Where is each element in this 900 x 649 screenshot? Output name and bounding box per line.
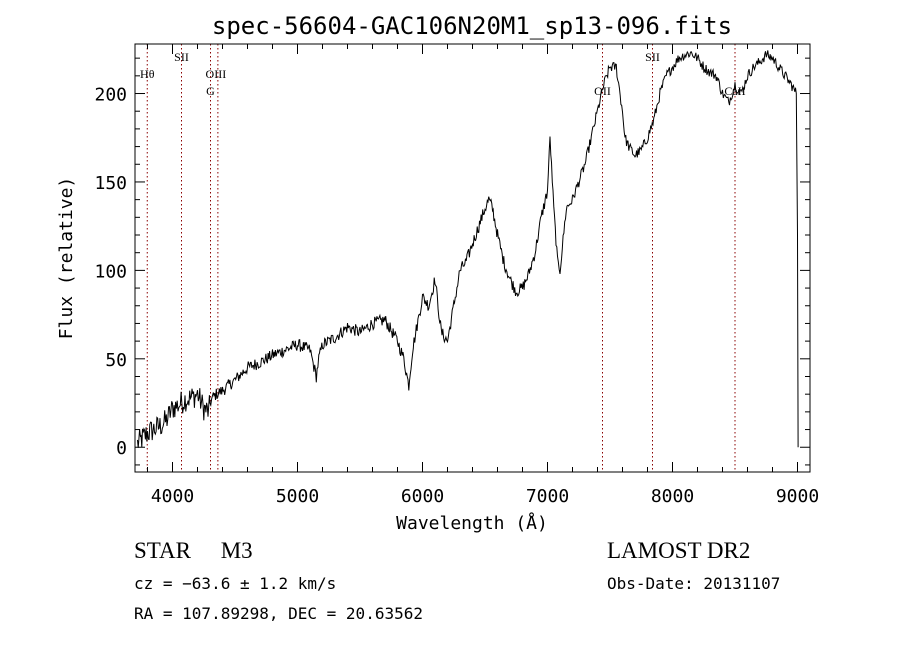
spectral-line-label-0: Hθ xyxy=(140,67,155,81)
plot-frame xyxy=(134,43,811,473)
spectral-line-label-3: G xyxy=(206,84,215,98)
x-tick-label-1: 5000 xyxy=(276,486,319,507)
y-tick-label-1: 50 xyxy=(105,350,127,371)
spectral-line-label-5: SII xyxy=(645,50,660,64)
redshift-velocity: cz = −63.6 ± 1.2 km/s xyxy=(134,574,337,593)
x-tick-label-3: 7000 xyxy=(526,486,569,507)
chart-title: spec-56604-GAC106N20M1_sp13-096.fits xyxy=(212,12,732,40)
axis-ticks: 4000 5000 6000 7000 8000 9000 0 50 100 150 200 xyxy=(94,44,819,507)
object-class: STAR M3 xyxy=(134,538,253,564)
spectrum-line-0 xyxy=(137,50,799,448)
x-tick-label-0: 4000 xyxy=(151,486,194,507)
x-tick-label-5: 9000 xyxy=(776,486,819,507)
ra-dec: RA = 107.89298, DEC = 20.63562 xyxy=(134,604,423,623)
y-tick-label-0: 0 xyxy=(116,438,127,459)
spectral-line-label-4: OII xyxy=(594,84,611,98)
spectral-line-markers: Hθ SII OIII G OII SII CaII xyxy=(140,44,746,472)
spectral-line-label-1: SII xyxy=(174,50,189,64)
spectral-line-label-2: OIII xyxy=(206,67,227,81)
object-type: STAR xyxy=(134,538,191,563)
x-tick-label-2: 6000 xyxy=(401,486,444,507)
observation-date: Obs-Date: 20131107 xyxy=(607,574,781,593)
y-axis-label: Flux (relative) xyxy=(56,177,77,340)
y-tick-label-3: 150 xyxy=(94,173,127,194)
x-axis-label: Wavelength (Å) xyxy=(396,512,548,534)
survey-name: LAMOST DR2 xyxy=(607,538,751,563)
object-subclass: M3 xyxy=(220,538,253,563)
spectral-line-label-6: CaII xyxy=(724,84,745,98)
spectrum-series xyxy=(137,50,799,448)
y-tick-label-4: 200 xyxy=(94,85,127,106)
y-tick-label-2: 100 xyxy=(94,261,127,282)
x-tick-label-4: 8000 xyxy=(651,486,694,507)
